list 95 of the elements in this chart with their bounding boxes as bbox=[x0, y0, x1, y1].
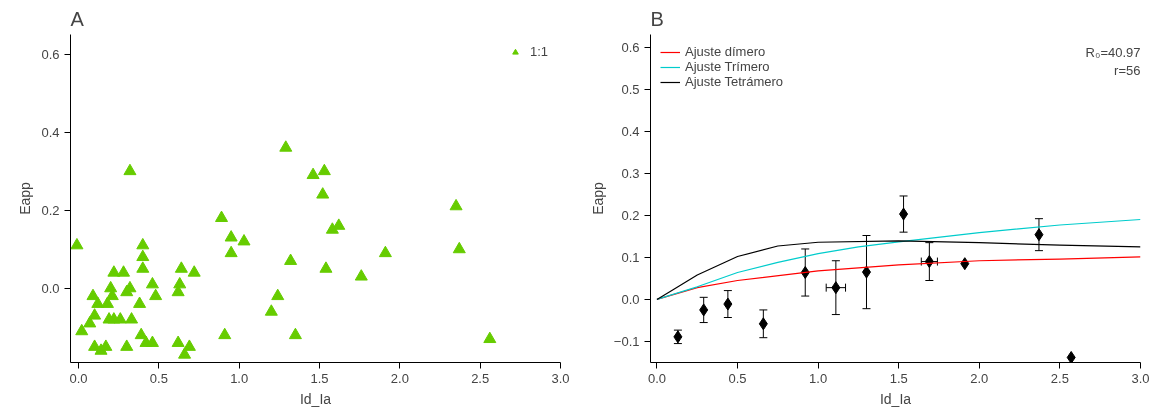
y-tick-label: 0.4 bbox=[41, 124, 60, 140]
y-tick-label: 0.5 bbox=[621, 81, 640, 97]
point bbox=[133, 296, 147, 308]
y-tick-label: −0.1 bbox=[613, 333, 640, 349]
y-tick-label: 0.2 bbox=[621, 207, 640, 223]
y-tick-label: 0.0 bbox=[41, 280, 60, 296]
point bbox=[271, 288, 285, 301]
x-tick-label: 2.0 bbox=[970, 370, 989, 386]
point bbox=[332, 218, 346, 230]
point bbox=[699, 303, 709, 317]
x-axis-title: Id_Ia bbox=[299, 390, 332, 407]
x-tick-label: 3.0 bbox=[551, 370, 570, 386]
y-axis-title: Eapp bbox=[589, 181, 606, 215]
annotation: R₀=40.97 bbox=[1085, 44, 1141, 60]
point bbox=[120, 339, 134, 351]
point bbox=[88, 308, 102, 320]
point bbox=[452, 241, 466, 254]
x-tick-label: 0.5 bbox=[149, 370, 168, 386]
point bbox=[899, 207, 909, 221]
point bbox=[107, 265, 121, 277]
point bbox=[178, 347, 192, 359]
annotation: r=56 bbox=[1114, 62, 1141, 78]
point bbox=[1066, 350, 1076, 363]
point bbox=[136, 249, 150, 262]
point bbox=[145, 276, 159, 289]
x-tick-label: 0.5 bbox=[728, 370, 747, 386]
point bbox=[145, 335, 159, 347]
point bbox=[960, 257, 970, 271]
point bbox=[264, 304, 278, 316]
y-tick-label: 0.3 bbox=[621, 165, 640, 181]
point bbox=[284, 253, 298, 265]
point bbox=[483, 331, 497, 344]
point bbox=[316, 187, 330, 199]
point bbox=[149, 288, 163, 301]
point bbox=[136, 261, 150, 273]
point bbox=[224, 245, 238, 258]
point bbox=[174, 261, 188, 273]
point bbox=[1034, 228, 1044, 242]
x-tick-label: 1.5 bbox=[310, 370, 329, 386]
x-tick-label: 2.5 bbox=[1050, 370, 1069, 386]
point bbox=[125, 312, 139, 324]
point bbox=[378, 245, 392, 258]
legend-label: Ajuste Tetrámero bbox=[685, 74, 784, 89]
point bbox=[861, 265, 871, 279]
x-tick-label: 1.0 bbox=[809, 370, 828, 386]
point bbox=[86, 288, 100, 301]
point bbox=[136, 237, 150, 250]
point bbox=[117, 265, 131, 277]
point bbox=[113, 312, 127, 324]
point bbox=[354, 269, 368, 281]
point bbox=[831, 281, 841, 295]
point bbox=[173, 276, 187, 289]
y-axis-title: Eapp bbox=[17, 181, 34, 215]
point bbox=[134, 327, 148, 340]
y-tick-label: 0.0 bbox=[621, 291, 640, 307]
point bbox=[224, 230, 238, 242]
chart-title: B bbox=[650, 7, 664, 30]
point bbox=[449, 198, 463, 211]
chart-title: A bbox=[70, 7, 85, 30]
point bbox=[215, 210, 229, 222]
point bbox=[306, 167, 320, 180]
y-tick-label: 0.6 bbox=[621, 39, 640, 55]
x-tick-label: 0.0 bbox=[647, 370, 666, 386]
x-tick-label: 0.0 bbox=[69, 370, 88, 386]
point bbox=[218, 327, 232, 340]
y-tick-label: 0.4 bbox=[621, 123, 640, 139]
x-tick-label: 1.5 bbox=[889, 370, 908, 386]
point bbox=[187, 265, 201, 277]
point bbox=[123, 280, 137, 293]
x-tick-label: 2.0 bbox=[390, 370, 409, 386]
legend-label: 1:1 bbox=[530, 44, 550, 59]
y-tick-label: 0.6 bbox=[41, 46, 60, 62]
y-tick-label: 0.2 bbox=[41, 202, 60, 218]
legend-label: Ajuste dímero bbox=[685, 44, 766, 59]
x-tick-label: 1.0 bbox=[230, 370, 249, 386]
point bbox=[70, 237, 84, 250]
point bbox=[100, 296, 114, 308]
point bbox=[91, 296, 105, 308]
x-tick-label: 2.5 bbox=[471, 370, 490, 386]
point bbox=[288, 327, 302, 340]
y-tick-label: 0.1 bbox=[621, 249, 640, 265]
point bbox=[317, 163, 331, 176]
legend-label: Ajuste Trímero bbox=[685, 59, 770, 74]
x-tick-label: 3.0 bbox=[1131, 370, 1150, 386]
point bbox=[319, 261, 333, 273]
x-axis-title: Id_Ia bbox=[879, 390, 912, 407]
point bbox=[237, 234, 251, 246]
point bbox=[182, 339, 196, 351]
point bbox=[123, 163, 137, 176]
point bbox=[758, 317, 768, 331]
point bbox=[171, 335, 185, 347]
point bbox=[75, 323, 89, 336]
point bbox=[279, 140, 293, 152]
point bbox=[723, 297, 733, 311]
line-series bbox=[656, 218, 1141, 301]
